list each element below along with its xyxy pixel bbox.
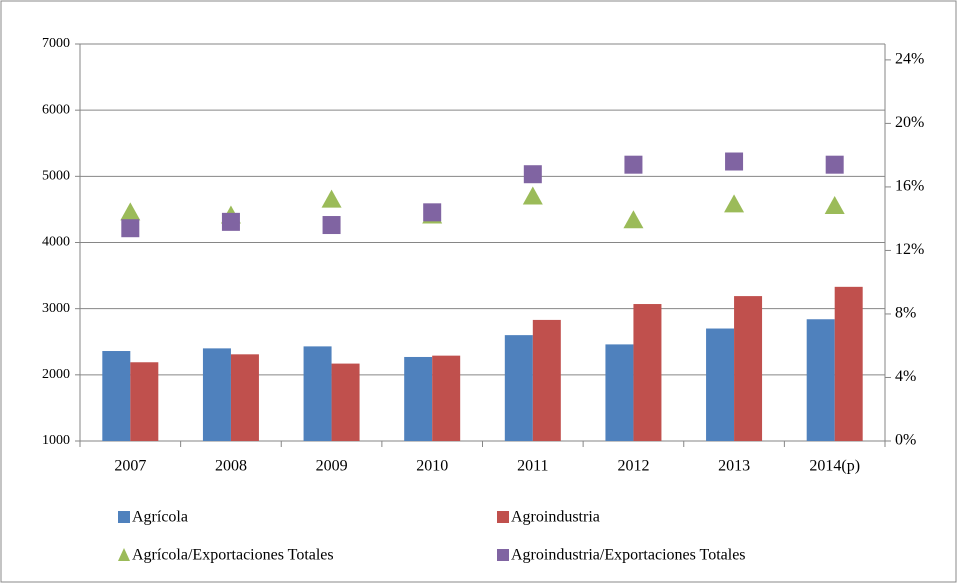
bar <box>102 351 131 441</box>
legend-swatch <box>118 548 130 561</box>
bar <box>432 355 461 441</box>
x-tick-label: 2013 <box>718 458 750 475</box>
bar <box>202 348 231 441</box>
y2-tick-label: 20% <box>895 114 924 131</box>
legend-label: Agrícola/Exportaciones Totales <box>132 547 334 564</box>
y-tick-label: 1000 <box>42 433 70 448</box>
bar <box>404 356 433 441</box>
x-tick-label: 2007 <box>114 458 146 475</box>
x-tick-label: 2012 <box>617 458 649 475</box>
legend-swatch <box>497 511 509 523</box>
y2-tick-label: 0% <box>895 432 916 449</box>
bar <box>532 319 561 441</box>
triangle-marker <box>724 194 745 213</box>
legend-label: Agroindustria <box>511 509 600 526</box>
y2-tick-label: 12% <box>895 241 924 258</box>
square-marker <box>624 155 643 174</box>
y2-tick-label: 16% <box>895 178 924 195</box>
y-tick-label: 2000 <box>42 367 70 382</box>
x-tick-label: 2014(p) <box>809 458 860 475</box>
y2-tick-label: 24% <box>895 51 924 68</box>
square-marker <box>121 219 140 238</box>
square-marker <box>523 165 542 184</box>
bar <box>331 363 360 441</box>
triangle-marker <box>623 210 644 229</box>
x-tick-label: 2009 <box>316 458 348 475</box>
bar <box>834 286 863 441</box>
bar <box>605 344 634 441</box>
square-marker <box>825 155 844 174</box>
square-marker <box>423 203 442 222</box>
legend-swatch <box>118 511 130 523</box>
bar <box>706 328 735 441</box>
square-marker <box>725 152 744 171</box>
y2-tick-label: 4% <box>895 368 916 385</box>
legend-label: Agrícola <box>132 509 188 526</box>
bar <box>806 319 835 441</box>
x-tick-label: 2010 <box>416 458 448 475</box>
y2-tick-label: 8% <box>895 305 916 322</box>
bar <box>303 346 332 441</box>
y-tick-label: 3000 <box>42 301 70 316</box>
triangle-marker <box>824 195 845 214</box>
legend-swatch <box>497 549 509 561</box>
x-tick-label: 2008 <box>215 458 247 475</box>
x-tick-label: 2011 <box>517 458 548 475</box>
bar <box>734 296 763 441</box>
bar <box>130 362 159 441</box>
y-tick-label: 5000 <box>42 169 70 184</box>
bar <box>230 354 259 441</box>
triangle-marker <box>120 202 141 221</box>
triangle-marker <box>522 186 543 205</box>
y-tick-label: 6000 <box>42 102 70 117</box>
legend-label: Agroindustria/Exportaciones Totales <box>511 547 746 564</box>
triangle-marker <box>321 189 342 208</box>
y-tick-label: 4000 <box>42 235 70 250</box>
bar <box>633 304 662 441</box>
y-tick-label: 7000 <box>42 36 70 51</box>
square-marker <box>221 212 240 231</box>
bar <box>504 335 533 441</box>
square-marker <box>322 216 341 235</box>
